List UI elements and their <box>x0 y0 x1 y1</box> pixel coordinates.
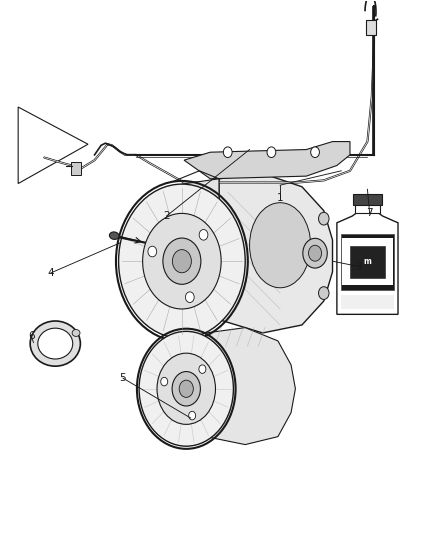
Circle shape <box>359 252 376 272</box>
Polygon shape <box>184 142 350 179</box>
Circle shape <box>303 238 327 268</box>
Circle shape <box>199 365 206 374</box>
Text: 1: 1 <box>277 193 283 204</box>
Ellipse shape <box>119 184 245 338</box>
Circle shape <box>185 292 194 303</box>
Circle shape <box>318 287 329 300</box>
Circle shape <box>318 212 329 225</box>
Ellipse shape <box>110 232 119 239</box>
Polygon shape <box>337 212 398 314</box>
Circle shape <box>148 246 157 257</box>
FancyBboxPatch shape <box>366 20 376 35</box>
Circle shape <box>189 411 196 420</box>
Text: 5: 5 <box>120 373 126 383</box>
Circle shape <box>163 238 201 284</box>
Ellipse shape <box>72 329 80 336</box>
Circle shape <box>199 230 208 240</box>
Circle shape <box>308 245 321 261</box>
Ellipse shape <box>157 353 215 424</box>
FancyBboxPatch shape <box>71 163 81 175</box>
Polygon shape <box>206 328 295 445</box>
Polygon shape <box>219 173 332 333</box>
Ellipse shape <box>250 203 311 288</box>
Ellipse shape <box>139 332 233 446</box>
Circle shape <box>267 147 276 158</box>
Circle shape <box>311 147 319 158</box>
Text: 3: 3 <box>355 262 362 271</box>
Text: m: m <box>364 257 371 266</box>
Circle shape <box>223 147 232 158</box>
FancyBboxPatch shape <box>341 234 394 290</box>
Text: 4: 4 <box>48 268 54 278</box>
Circle shape <box>172 372 201 406</box>
Text: 2: 2 <box>163 211 170 221</box>
Polygon shape <box>353 194 382 205</box>
Text: 7: 7 <box>366 208 373 219</box>
Text: 6: 6 <box>28 330 35 341</box>
Ellipse shape <box>143 213 221 309</box>
Ellipse shape <box>38 328 73 359</box>
Circle shape <box>161 377 168 386</box>
Ellipse shape <box>30 321 81 366</box>
FancyBboxPatch shape <box>350 246 385 278</box>
FancyBboxPatch shape <box>341 295 394 309</box>
Circle shape <box>173 249 191 273</box>
Circle shape <box>179 380 193 398</box>
Polygon shape <box>182 179 219 338</box>
Polygon shape <box>355 203 380 213</box>
FancyBboxPatch shape <box>343 238 392 285</box>
